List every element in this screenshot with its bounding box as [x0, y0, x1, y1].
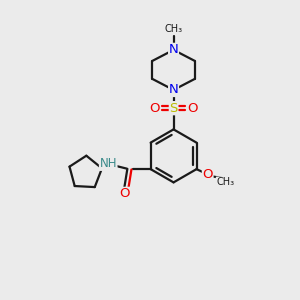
- Text: O: O: [187, 102, 198, 115]
- Text: S: S: [169, 102, 178, 115]
- Text: O: O: [120, 188, 130, 200]
- Text: NH: NH: [100, 157, 117, 170]
- Text: N: N: [169, 44, 178, 56]
- Text: CH₃: CH₃: [164, 24, 183, 34]
- Text: O: O: [149, 102, 160, 115]
- Text: N: N: [169, 83, 178, 96]
- Text: O: O: [202, 168, 213, 181]
- Text: CH₃: CH₃: [216, 177, 234, 187]
